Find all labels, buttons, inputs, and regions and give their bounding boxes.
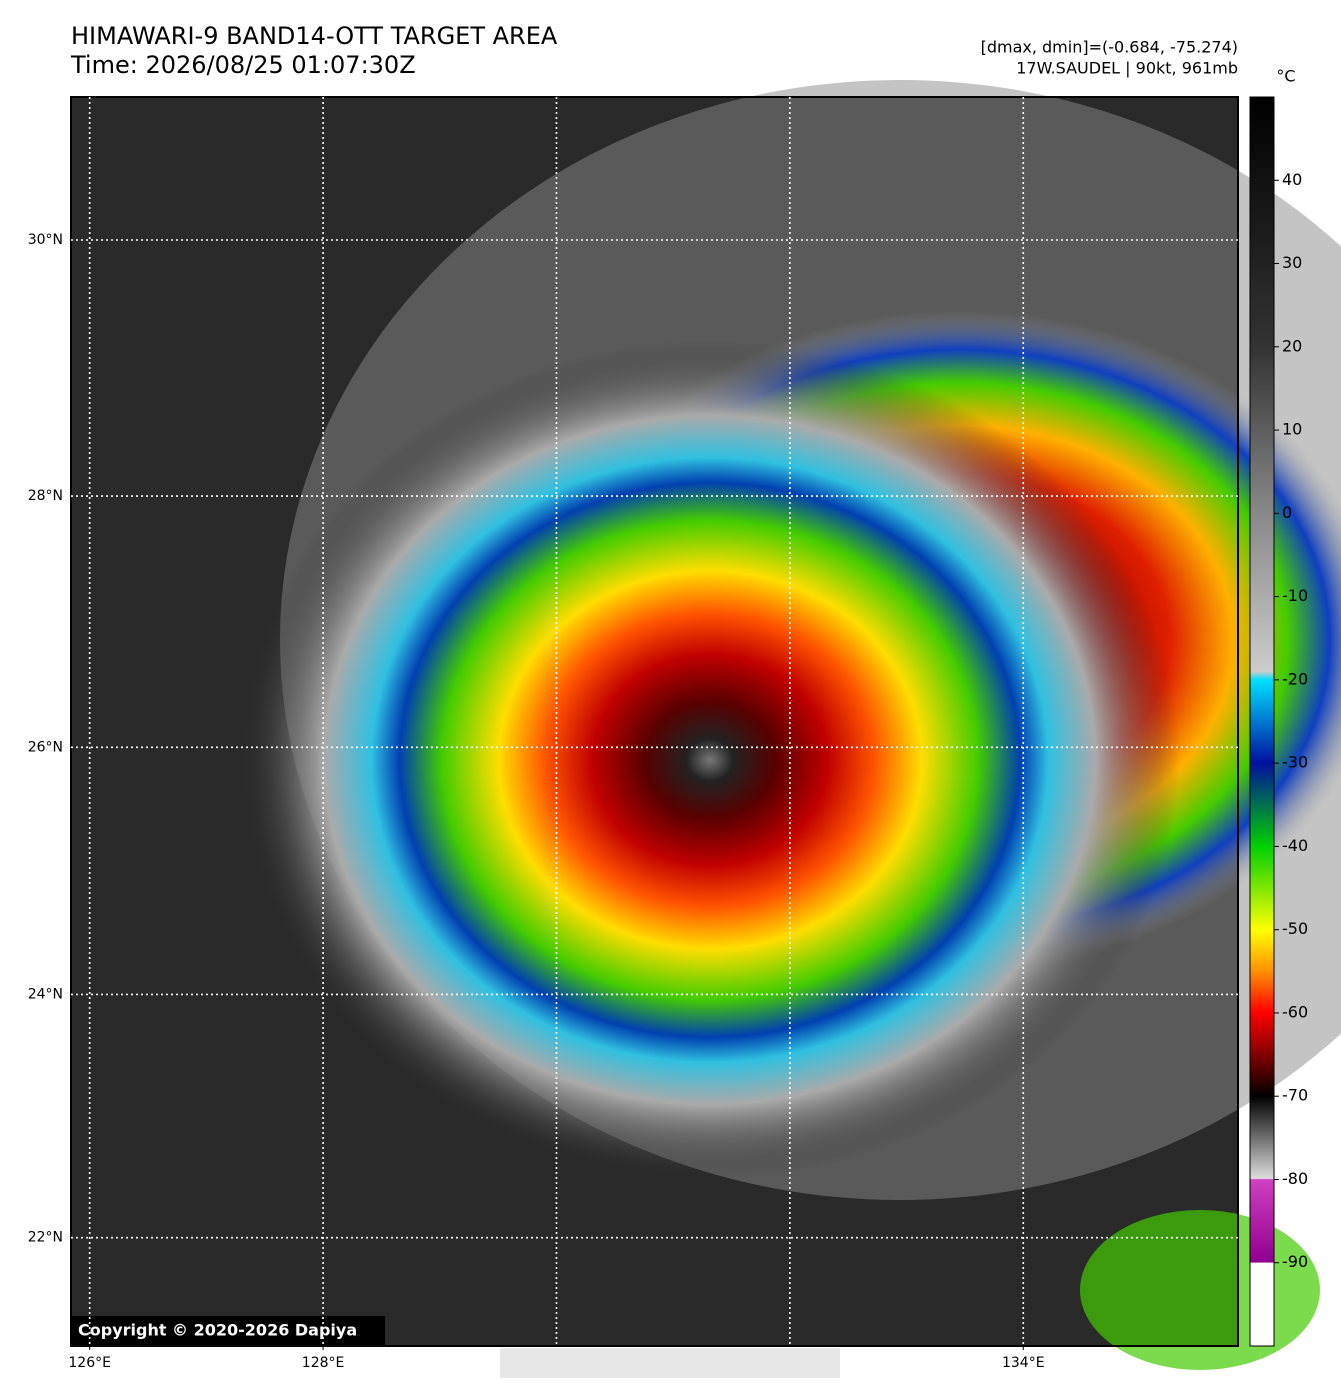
colorbar-tick-label: 20: [1282, 336, 1302, 355]
lat-tick-label: 24°N: [28, 986, 63, 1002]
lat-tick-label: 30°N: [28, 232, 63, 248]
storm-text: 17W.SAUDEL | 90kt, 961mb: [1016, 59, 1238, 78]
colorbar-tick-label: -30: [1282, 753, 1308, 772]
colorbar-tick-label: 40: [1282, 170, 1302, 189]
lat-tick-label: 26°N: [28, 739, 63, 755]
lat-tick-label: 28°N: [28, 488, 63, 504]
lon-tick-label: 128°E: [302, 1355, 345, 1371]
time: Time: 2026/08/25 01:07:30Z: [70, 51, 416, 79]
colorbar: [1249, 96, 1275, 1347]
range-text: [dmax, dmin]=(-0.684, -75.274): [981, 38, 1238, 57]
colorbar-tick-label: 0: [1282, 503, 1292, 522]
colorbar-tick-label: -50: [1282, 919, 1308, 938]
colorbar-tick-label: -90: [1282, 1252, 1308, 1271]
lat-tick-label: 22°N: [28, 1230, 63, 1246]
colorbar-tick-label: -40: [1282, 836, 1308, 855]
map-frame: [70, 96, 1239, 1347]
copyright: Copyright © 2020-2026 Dapiya: [78, 1321, 357, 1340]
watermark: [500, 1348, 840, 1378]
imagery: [71, 80, 1341, 1370]
lon-tick-label: 126°E: [68, 1355, 111, 1371]
colorbar-tick-label: -20: [1282, 669, 1308, 688]
colorbar-tick-label: 30: [1282, 253, 1302, 272]
colorbar-label: °C: [1276, 67, 1295, 86]
colorbar-tick-label: 10: [1282, 420, 1302, 439]
colorbar-tick-label: -10: [1282, 586, 1308, 605]
lon-tick-label: 134°E: [1002, 1355, 1045, 1371]
colorbar-tick-label: -70: [1282, 1086, 1308, 1105]
colorbar-tick-label: -80: [1282, 1169, 1308, 1188]
copyright-box: [71, 1316, 385, 1346]
colorbar-tick-label: -60: [1282, 1002, 1308, 1021]
title: HIMAWARI-9 BAND14-OTT TARGET AREA: [71, 22, 558, 50]
